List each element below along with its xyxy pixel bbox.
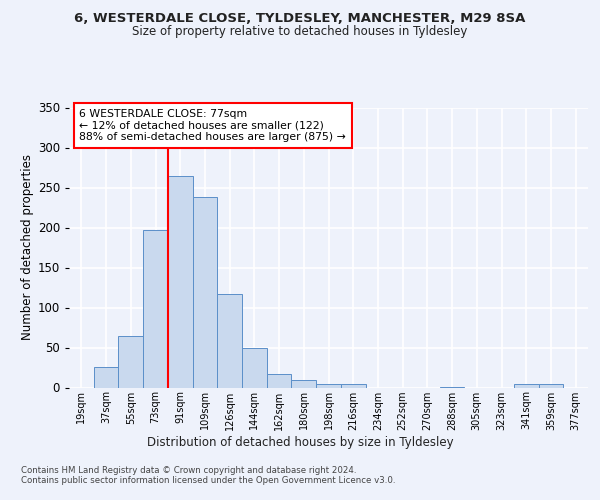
- Text: Distribution of detached houses by size in Tyldesley: Distribution of detached houses by size …: [146, 436, 454, 449]
- Y-axis label: Number of detached properties: Number of detached properties: [20, 154, 34, 340]
- Bar: [316, 384, 341, 388]
- Text: 6 WESTERDALE CLOSE: 77sqm
← 12% of detached houses are smaller (122)
88% of semi: 6 WESTERDALE CLOSE: 77sqm ← 12% of detac…: [79, 109, 346, 142]
- Bar: [440, 386, 464, 388]
- Text: 6, WESTERDALE CLOSE, TYLDESLEY, MANCHESTER, M29 8SA: 6, WESTERDALE CLOSE, TYLDESLEY, MANCHEST…: [74, 12, 526, 26]
- Bar: [217, 294, 242, 388]
- Bar: [539, 384, 563, 388]
- Bar: [168, 176, 193, 388]
- Bar: [341, 384, 365, 388]
- Text: Contains public sector information licensed under the Open Government Licence v3: Contains public sector information licen…: [21, 476, 395, 485]
- Bar: [143, 230, 168, 388]
- Bar: [242, 348, 267, 388]
- Bar: [267, 374, 292, 388]
- Bar: [94, 366, 118, 388]
- Text: Size of property relative to detached houses in Tyldesley: Size of property relative to detached ho…: [133, 25, 467, 38]
- Text: Contains HM Land Registry data © Crown copyright and database right 2024.: Contains HM Land Registry data © Crown c…: [21, 466, 356, 475]
- Bar: [193, 197, 217, 388]
- Bar: [118, 336, 143, 388]
- Bar: [292, 380, 316, 388]
- Bar: [514, 384, 539, 388]
